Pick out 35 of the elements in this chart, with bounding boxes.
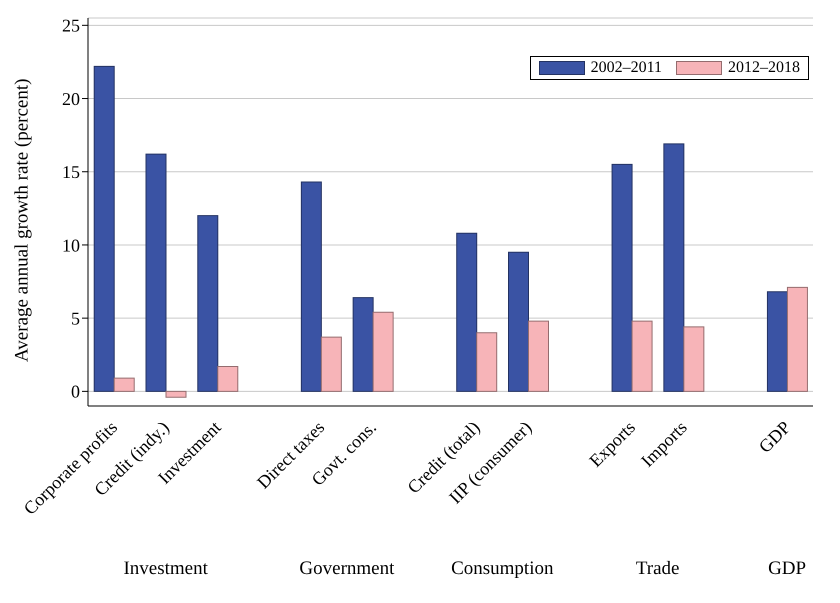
bar [663, 143, 684, 392]
bar [146, 154, 166, 392]
y-tick-label: 25 [62, 16, 80, 36]
bar [94, 66, 115, 392]
text: Trade [634, 558, 680, 580]
legend-label: 2012–2018 [727, 59, 800, 77]
y-axis-title: Average annual growth rate (percent) [12, 78, 33, 362]
text: GDP [767, 558, 808, 580]
y-tick-label: 10 [62, 235, 80, 256]
bar [320, 336, 342, 392]
bar [786, 286, 808, 392]
bar [683, 326, 704, 392]
bar [352, 297, 374, 392]
bar [766, 291, 788, 392]
bar [456, 232, 478, 392]
text: Investment [122, 558, 209, 580]
bar [166, 390, 186, 398]
bar [632, 320, 653, 392]
y-tick-label: 20 [62, 88, 80, 109]
bar [217, 366, 238, 392]
bar [300, 181, 322, 392]
bar [476, 332, 498, 392]
bar [197, 215, 218, 392]
legend-label: 2002–2011 [590, 59, 662, 77]
text: Consumption [450, 558, 554, 580]
y-tick-label: 15 [62, 162, 80, 182]
text: Government [298, 558, 396, 580]
bar [508, 252, 529, 392]
x-tick-label: GDP [754, 417, 794, 457]
bar [528, 320, 549, 392]
bar [372, 312, 394, 392]
y-tick-label: 5 [71, 308, 80, 329]
bar [612, 164, 633, 392]
bar [114, 378, 135, 392]
y-tick-label: 0 [71, 382, 80, 402]
